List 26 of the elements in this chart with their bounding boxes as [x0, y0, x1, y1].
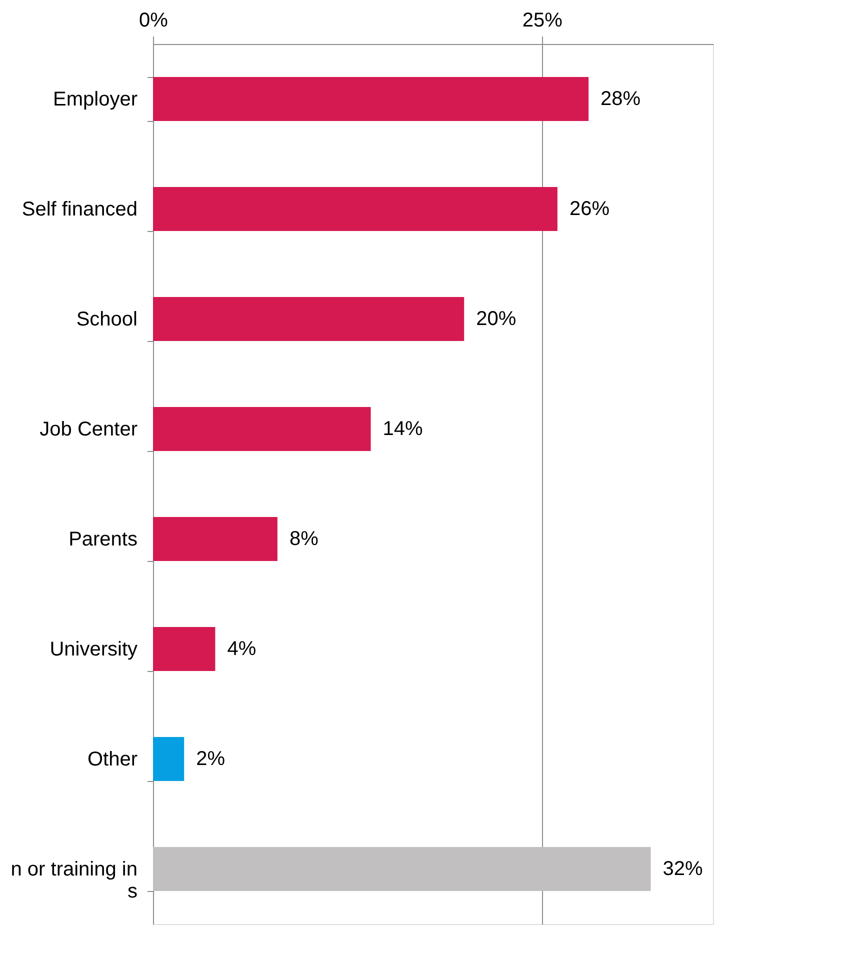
- data-label: 4%: [227, 638, 256, 660]
- y-tick-label: Other: [87, 748, 138, 770]
- data-label: 2%: [196, 748, 226, 770]
- data-label: 32%: [662, 858, 704, 880]
- bar: [153, 297, 464, 341]
- data-label: 28%: [600, 88, 641, 110]
- y-tick-label: Job Center: [40, 418, 138, 440]
- bar: [153, 187, 558, 231]
- x-tick-label: 0%: [139, 10, 168, 32]
- y-tick-label: Employer: [53, 88, 138, 110]
- y-tick-label: University: [50, 638, 138, 660]
- data-label: 14%: [382, 418, 424, 440]
- bar: [153, 627, 216, 671]
- data-label: 20%: [476, 308, 516, 330]
- y-tick-label: n or training in s: [10, 858, 138, 902]
- y-tick-label: Parents: [68, 528, 138, 550]
- y-tick-label: Self financed: [22, 198, 138, 220]
- bar: [153, 847, 651, 891]
- x-tick-label: 25%: [522, 10, 563, 32]
- bar: [153, 77, 589, 121]
- data-label: 8%: [289, 528, 319, 550]
- data-label: 26%: [569, 198, 610, 220]
- bar: [153, 737, 184, 781]
- bar: [153, 517, 278, 561]
- y-tick-label: School: [76, 308, 138, 330]
- bar: [153, 407, 371, 451]
